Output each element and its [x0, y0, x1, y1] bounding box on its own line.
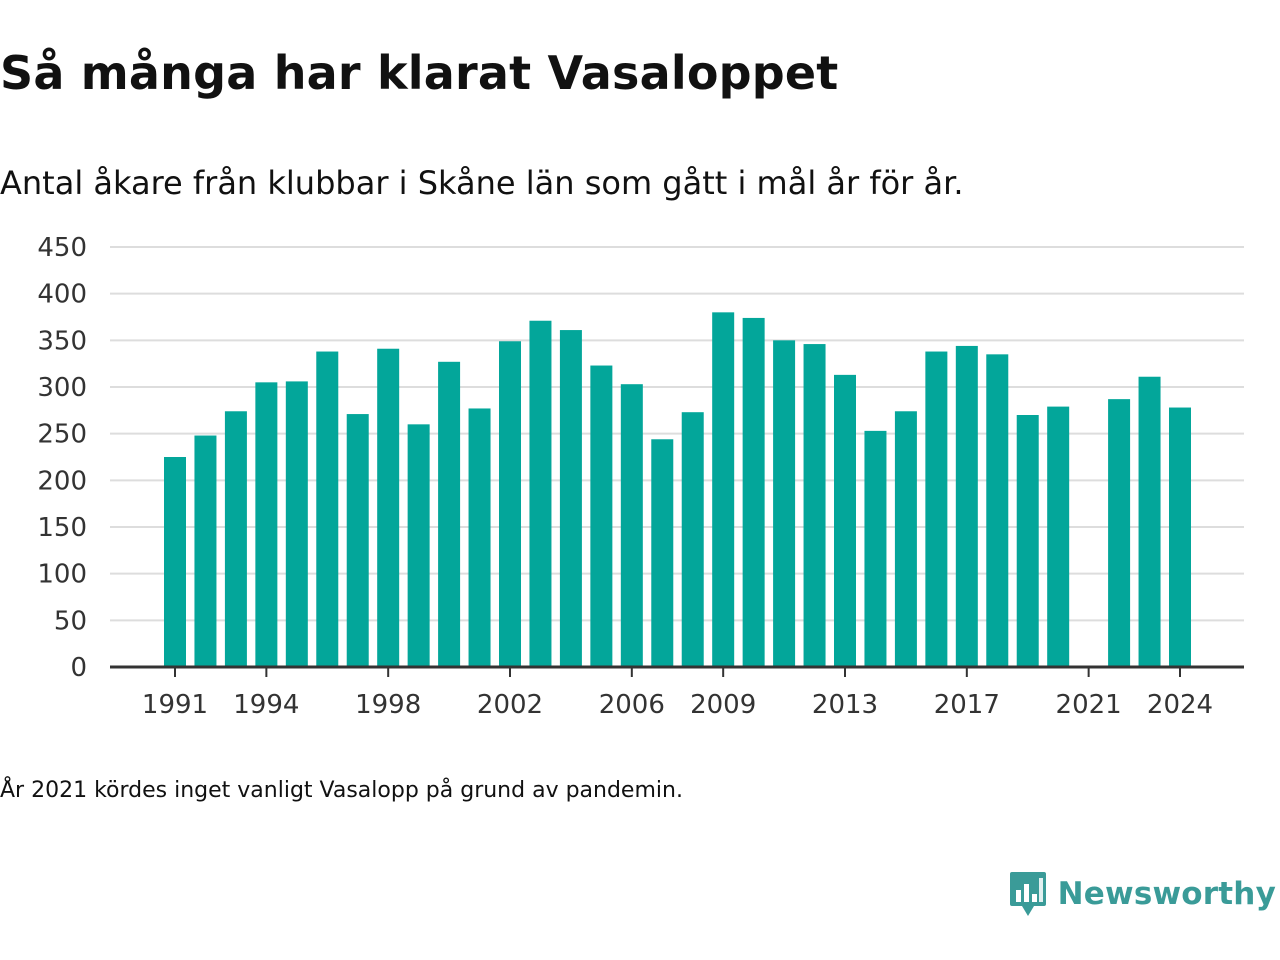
bar-2013 — [834, 374, 856, 667]
bar-2000 — [438, 361, 461, 667]
bar-2020 — [1047, 406, 1070, 667]
bar-1993 — [224, 411, 247, 667]
x-tick-label: 1991 — [142, 690, 208, 720]
bar-1994 — [255, 382, 278, 667]
axes — [110, 665, 1244, 677]
bar-2002 — [499, 341, 521, 667]
bar-1997 — [346, 414, 369, 667]
bar-2012 — [803, 344, 826, 667]
bar-2001 — [468, 408, 491, 667]
chart-subtitle: Antal åkare från klubbar i Skåne län som… — [0, 164, 964, 202]
bar-2003 — [529, 320, 552, 667]
bar-1991 — [164, 457, 186, 667]
bar-2006 — [620, 384, 643, 667]
y-tick-label: 200 — [37, 466, 87, 496]
x-tick-label: 2013 — [812, 690, 878, 720]
footnote: År 2021 kördes inget vanligt Vasalopp på… — [0, 778, 683, 803]
bar-2007 — [651, 439, 674, 667]
bar-1992 — [194, 435, 217, 667]
bar-2017 — [955, 345, 978, 667]
y-tick-label: 300 — [37, 373, 87, 403]
brand-logo: Newsworthy — [1008, 870, 1276, 918]
x-tick-label: 1998 — [355, 690, 421, 720]
y-tick-label: 350 — [37, 326, 87, 356]
bar-2011 — [773, 340, 796, 667]
x-tick-label: 2024 — [1147, 690, 1213, 720]
bar-1998 — [377, 348, 400, 667]
x-tick-label: 2002 — [477, 690, 543, 720]
bar-2016 — [925, 351, 948, 667]
y-tick-label: 400 — [37, 280, 87, 310]
bar-1995 — [285, 381, 308, 667]
bar-2022 — [1108, 399, 1131, 667]
bars — [164, 312, 1191, 667]
bar-2009 — [712, 312, 735, 667]
x-tick-label: 2017 — [934, 690, 1000, 720]
bar-1999 — [407, 424, 430, 667]
y-tick-label: 50 — [54, 606, 87, 636]
y-tick-label: 100 — [37, 560, 87, 590]
x-tick-label: 1994 — [233, 690, 299, 720]
bar-2010 — [742, 317, 765, 667]
y-tick-label: 450 — [37, 233, 87, 263]
bar-2018 — [986, 354, 1009, 667]
y-tick-label: 0 — [70, 653, 87, 683]
bar-2005 — [590, 365, 613, 667]
bar-1996 — [316, 351, 339, 667]
bar-2004 — [559, 330, 582, 667]
bar-2015 — [894, 411, 917, 667]
x-tick-label: 2009 — [690, 690, 756, 720]
bar-2023 — [1138, 376, 1161, 667]
y-tick-label: 150 — [37, 513, 87, 543]
x-tick-label: 2021 — [1056, 690, 1122, 720]
gridlines — [110, 246, 1244, 622]
y-tick-label: 250 — [37, 420, 87, 450]
chart-title: Så många har klarat Vasaloppet — [0, 46, 839, 100]
brand-name: Newsworthy — [1057, 876, 1276, 912]
bar-2008 — [681, 412, 704, 667]
tick-labels: 0 50 100 150 200 250 300 350 400 450 1991 1994 1998 2… — [37, 233, 1213, 720]
x-tick-label: 2006 — [599, 690, 665, 720]
bar-2024 — [1169, 407, 1191, 667]
bar-2014 — [864, 430, 887, 667]
newsworthy-logo-icon — [1009, 872, 1046, 916]
bar-2019 — [1016, 415, 1039, 667]
bar-chart: 0 50 100 150 200 250 300 350 400 450 1991 1994 1998 2… — [37, 233, 1244, 720]
